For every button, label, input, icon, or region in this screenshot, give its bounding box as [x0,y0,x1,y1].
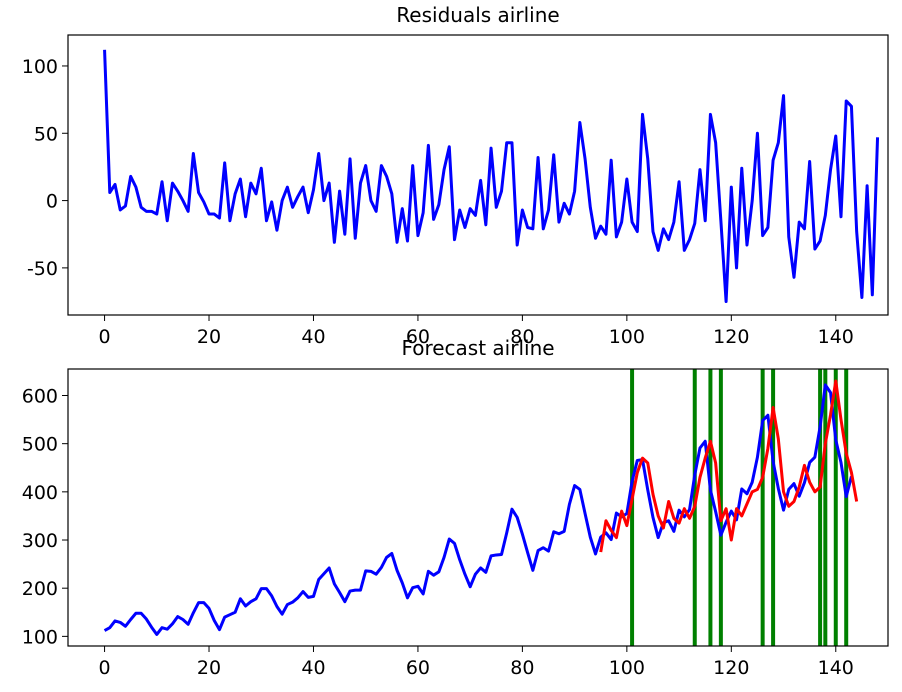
forecast-xtick-label: 20 [197,657,221,679]
residuals-xtick-label: 140 [818,326,854,348]
residuals-xtick-label: 40 [301,326,325,348]
residuals-xtick-label: 100 [609,326,645,348]
residuals-xtick-label: 20 [197,326,221,348]
forecast-series-line-0 [103,383,853,636]
residuals-axes-frame [67,34,889,316]
forecast-xtick-label: 0 [99,657,111,679]
forecast-xtick-label: 80 [510,657,534,679]
residuals-xtick-label: 60 [406,326,430,348]
residuals-ytick-label: 50 [34,123,58,145]
residuals-ticks: 0 20 40 60 80 100 120 140 -50 0 50 100 [22,56,854,348]
residuals-ytick-label: 100 [22,56,58,78]
forecast-xtick-label: 140 [818,657,854,679]
forecast-xtick-label: 120 [713,657,749,679]
residuals-ytick-label: -50 [27,258,58,280]
forecast-axes-frame [67,368,889,647]
residuals-xtick-label: 0 [99,326,111,348]
forecast-chart-title: Forecast airline [401,336,554,360]
forecast-ytick-label: 200 [22,578,58,600]
forecast-xtick-label: 100 [609,657,645,679]
forecast-ytick-label: 300 [22,530,58,552]
forecast-ticks: 0 20 40 60 80 100 120 140 100 200 300 400 500 600 [22,385,854,679]
forecast-xtick-label: 60 [406,657,430,679]
forecast-chart: 0 20 40 60 80 100 120 140 100 200 300 400 500 600 For… [22,336,889,679]
forecast-ytick-label: 400 [22,482,58,504]
forecast-ytick-label: 500 [22,434,58,456]
forecast-marks [103,369,859,646]
residuals-chart: Residuals airline 0 20 40 60 80 100 120 140-500… [22,3,889,348]
residuals-xtick-label: 120 [713,326,749,348]
forecast-ytick-label: 600 [22,385,58,407]
forecast-series-line-1 [599,379,859,553]
residuals-xtick-label: 80 [510,326,534,348]
forecast-ytick-label: 100 [22,626,58,648]
residuals-marks [103,49,880,304]
residuals-chart-title: Residuals airline [396,3,559,27]
residuals-series-line-0 [103,49,880,304]
residuals-ytick-label: 0 [46,191,58,213]
forecast-xtick-label: 40 [301,657,325,679]
